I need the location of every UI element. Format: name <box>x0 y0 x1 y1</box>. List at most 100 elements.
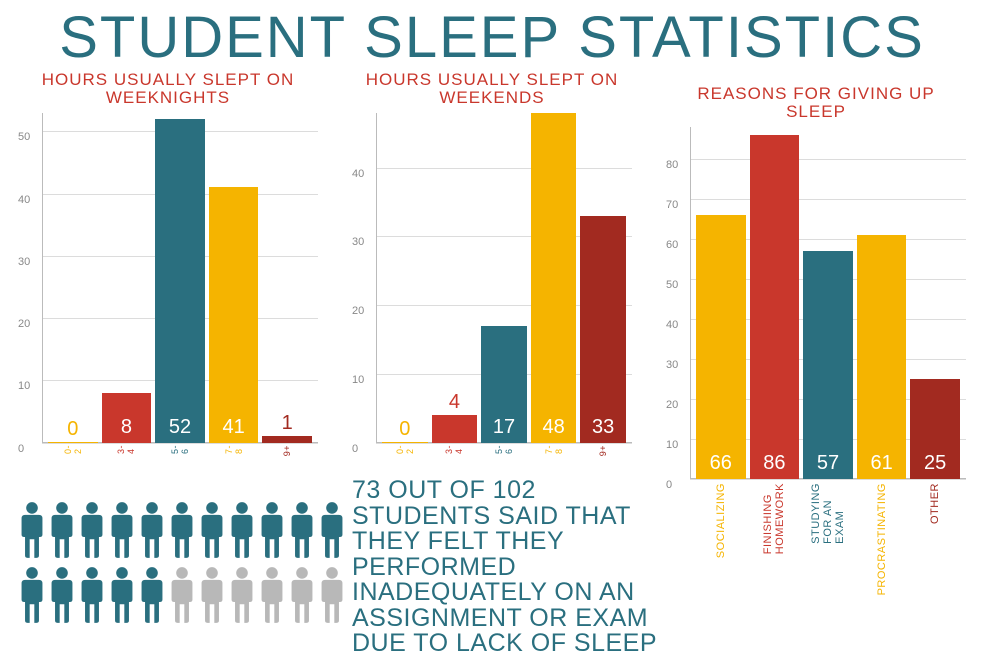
person-icon <box>258 501 286 564</box>
person-icon <box>108 566 136 629</box>
bar-rect: 48 <box>531 113 577 443</box>
bar-rect: 4 <box>432 415 478 443</box>
bar-value-label: 33 <box>580 416 626 439</box>
person-icon <box>108 566 136 624</box>
bar-category-label: 7-8 <box>224 445 244 454</box>
bar-category-label: 5-6 <box>494 445 514 454</box>
person-icon <box>318 501 346 559</box>
bar-category-label: 5-6 <box>170 445 190 454</box>
bar: 86FINISHING HOMEWORK <box>750 135 800 479</box>
person-icon <box>48 566 76 624</box>
person-icon <box>258 566 286 629</box>
person-icon <box>18 501 46 559</box>
chart-weeknights: HOURS USUALLY SLEPT ON WEEKNIGHTS 010203… <box>18 71 318 479</box>
bars-container: 00-243-4175-6487-8339+ <box>376 113 632 443</box>
person-icon <box>288 566 316 629</box>
bar: 00-2 <box>48 442 98 443</box>
person-icon <box>18 566 46 624</box>
person-icon <box>318 566 346 629</box>
bar: 175-6 <box>481 326 527 443</box>
person-icon <box>138 566 166 629</box>
bar-value-label: 1 <box>262 412 312 435</box>
bar-value-label: 0 <box>382 418 428 441</box>
bar-rect: 0 <box>48 442 98 443</box>
person-icon <box>48 566 76 629</box>
bar-category-label: SOCIALIZING <box>715 483 727 558</box>
person-icon <box>258 501 286 559</box>
person-icon <box>78 501 106 564</box>
bottom-text: 73 OUT OF 102 STUDENTS SAID THAT THEY FE… <box>352 478 682 657</box>
chart-weeknights-area: 0102030405000-283-4525-6417-819+ <box>18 113 318 443</box>
person-icon <box>138 501 166 559</box>
bar: 43-4 <box>432 415 478 443</box>
bar-category-label: 3-4 <box>444 445 464 454</box>
person-icon <box>168 501 196 559</box>
bar-value-label: 41 <box>209 416 259 439</box>
bar: 66SOCIALIZING <box>696 215 746 479</box>
bar-rect: 1 <box>262 436 312 442</box>
bar-category-label: 9+ <box>598 445 608 456</box>
bar-rect: 8 <box>102 393 152 443</box>
person-icon <box>78 501 106 559</box>
chart-weekends-area: 01020304000-243-4175-6487-8339+ <box>352 113 632 443</box>
person-icon <box>198 566 226 624</box>
bar-rect: 66 <box>696 215 746 479</box>
bar: 25OTHER <box>910 379 960 479</box>
bar-rect: 33 <box>580 216 626 443</box>
bar-value-label: 52 <box>155 416 205 439</box>
page-title: STUDENT SLEEP STATISTICS <box>0 0 984 71</box>
bar: 61PROCRASTINATING <box>857 235 907 479</box>
bar: 487-8 <box>531 113 577 443</box>
bar-category-label: STUDYING FOR AN EXAM <box>810 483 846 544</box>
person-icon <box>228 501 256 564</box>
y-tick-label: 0 <box>352 443 628 455</box>
chart-reasons: REASONS FOR GIVING UP SLEEP 010203040506… <box>666 71 966 479</box>
person-icon <box>258 566 286 624</box>
bar-category-label: 7-8 <box>544 445 564 454</box>
bar-rect: 0 <box>382 442 428 443</box>
person-icon <box>18 566 46 629</box>
bar-rect: 17 <box>481 326 527 443</box>
bar-rect: 61 <box>857 235 907 479</box>
charts-row: HOURS USUALLY SLEPT ON WEEKNIGHTS 010203… <box>0 71 984 479</box>
person-icon <box>108 501 136 559</box>
bar-rect: 57 <box>803 251 853 479</box>
person-icon <box>228 566 256 629</box>
bar-rect: 86 <box>750 135 800 479</box>
person-icon <box>78 566 106 624</box>
bar-value-label: 61 <box>857 452 907 475</box>
person-icon <box>78 566 106 629</box>
bar-value-label: 0 <box>48 418 98 441</box>
bar-value-label: 17 <box>481 416 527 439</box>
bar-category-label: 0-2 <box>395 445 415 454</box>
person-icon <box>198 501 226 564</box>
bar: 83-4 <box>102 393 152 443</box>
bar: 417-8 <box>209 187 259 442</box>
bar-rect: 41 <box>209 187 259 442</box>
bar: 525-6 <box>155 119 205 443</box>
person-icon <box>168 566 196 629</box>
person-icon <box>318 501 346 564</box>
chart-weekends: HOURS USUALLY SLEPT ON WEEKENDS 01020304… <box>352 71 632 479</box>
bar-value-label: 86 <box>750 452 800 475</box>
chart-weeknights-title: HOURS USUALLY SLEPT ON WEEKNIGHTS <box>18 71 318 107</box>
person-icon <box>198 566 226 629</box>
person-icon <box>318 566 346 624</box>
bar-category-label: 3-4 <box>116 445 136 454</box>
person-icon <box>138 501 166 564</box>
bar: 57STUDYING FOR AN EXAM <box>803 251 853 479</box>
person-icon <box>168 501 196 564</box>
person-icon <box>228 566 256 624</box>
bar-category-label: 9+ <box>282 445 292 456</box>
person-icon <box>198 501 226 559</box>
bar: 00-2 <box>382 442 428 443</box>
person-icon <box>168 566 196 624</box>
person-icon <box>228 501 256 559</box>
bar-value-label: 4 <box>432 391 478 414</box>
person-icon <box>18 501 46 564</box>
bar-value-label: 25 <box>910 452 960 475</box>
person-icon <box>48 501 76 564</box>
person-icon <box>108 501 136 564</box>
person-icon <box>138 566 166 624</box>
person-icon <box>288 566 316 624</box>
